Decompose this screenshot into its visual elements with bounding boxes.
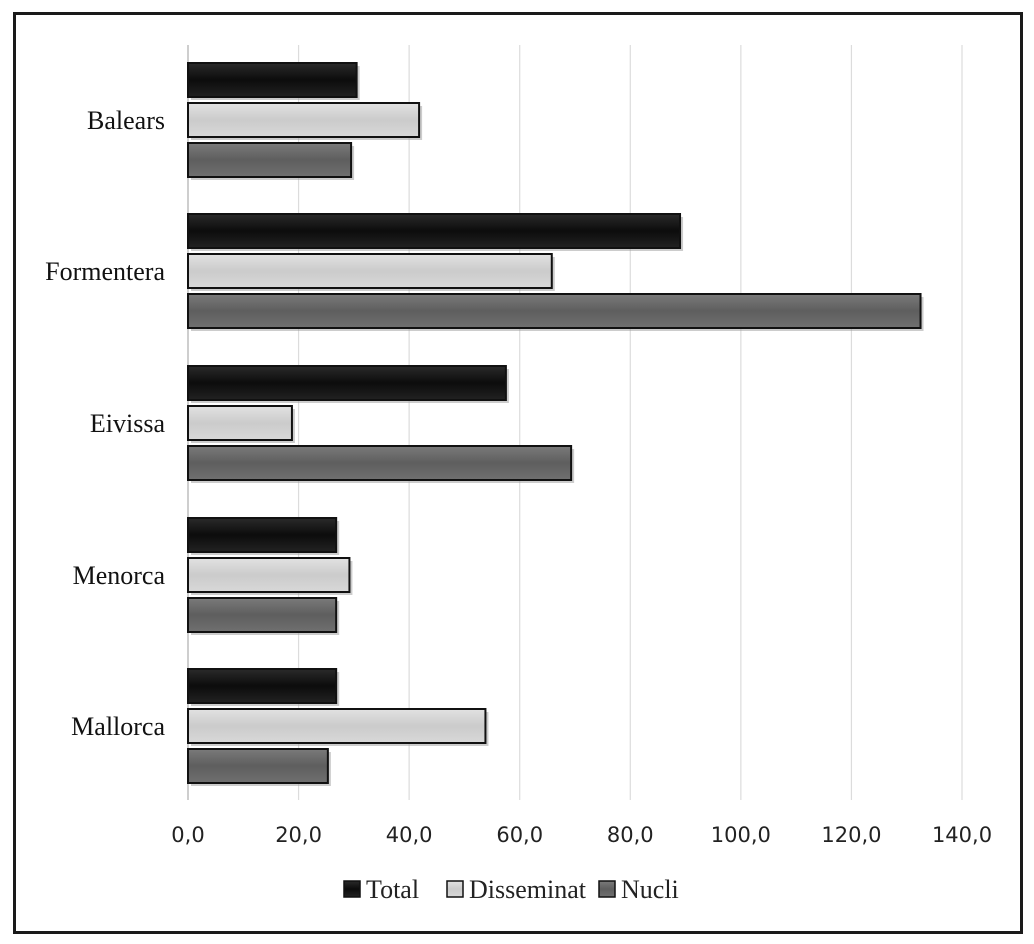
bar-total-balears: [187, 62, 358, 98]
category-label: Balears: [87, 106, 165, 135]
x-tick-label: 140,0: [932, 823, 992, 847]
x-tick-label: 0,0: [171, 823, 204, 847]
x-tick-label: 40,0: [386, 823, 433, 847]
category-label: Formentera: [45, 257, 165, 286]
x-tick-label: 120,0: [821, 823, 881, 847]
bar-nucli-mallorca: [187, 748, 329, 784]
x-tick-label: 80,0: [607, 823, 654, 847]
bar-total-mallorca: [187, 668, 338, 704]
bar-disseminat-formentera: [187, 253, 553, 289]
category-label: Mallorca: [71, 712, 165, 741]
legend-swatch-total: [343, 880, 361, 898]
legend-label-nucli: Nucli: [621, 875, 679, 904]
x-tick-label: 100,0: [711, 823, 771, 847]
bar-nucli-eivissa: [187, 445, 573, 481]
legend-swatch-disseminat: [446, 880, 464, 898]
bar-nucli-formentera: [187, 293, 922, 329]
category-labels: Balears Formentera Eivissa Menorca Mallorca: [45, 106, 165, 741]
category-label: Eivissa: [90, 409, 166, 438]
x-tick-label: 20,0: [275, 823, 322, 847]
legend: Total Disseminat Nucli: [343, 875, 679, 904]
legend-label-disseminat: Disseminat: [469, 875, 587, 904]
bar-disseminat-mallorca: [187, 708, 487, 744]
bar-nucli-menorca: [187, 597, 338, 633]
bar-total-menorca: [187, 517, 338, 553]
legend-swatch-nucli: [598, 880, 616, 898]
x-tick-label: 60,0: [496, 823, 543, 847]
bar-disseminat-menorca: [187, 557, 351, 593]
legend-label-total: Total: [366, 875, 419, 904]
bar-disseminat-eivissa: [187, 405, 293, 441]
bar-disseminat-balears: [187, 102, 421, 138]
bar-total-eivissa: [187, 365, 507, 401]
x-axis-tick-labels: 0,0 20,0 40,0 60,0 80,0 100,0 120,0 140,0: [171, 823, 992, 847]
bar-total-formentera: [187, 213, 682, 249]
bar-nucli-balears: [187, 142, 353, 178]
category-label: Menorca: [73, 561, 166, 590]
bars: [187, 62, 924, 786]
